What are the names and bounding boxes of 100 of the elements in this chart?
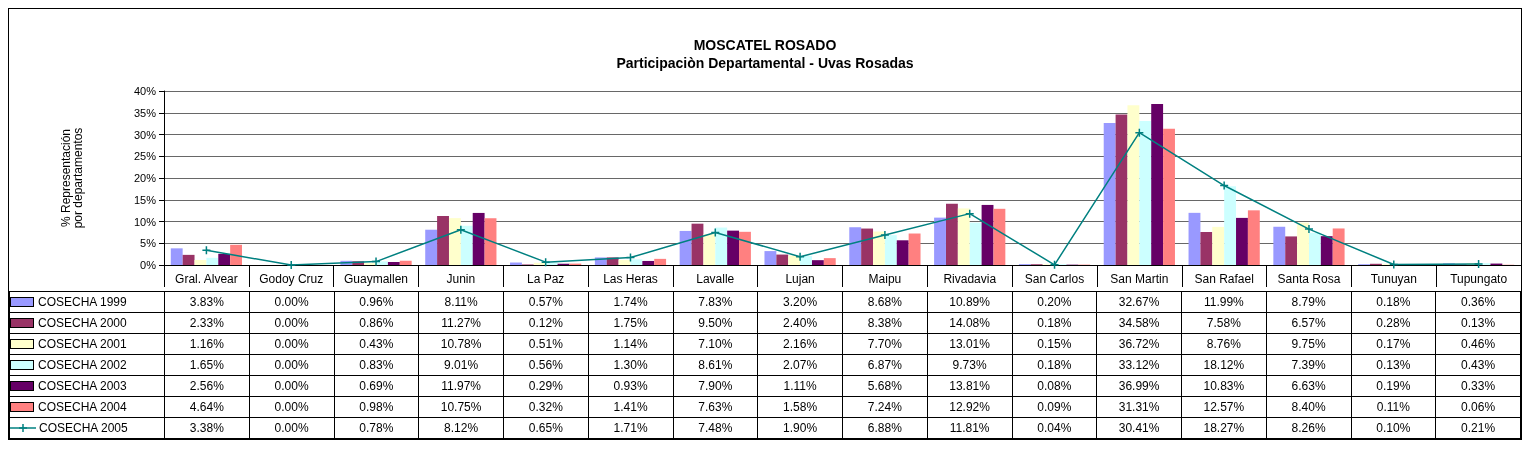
data-label: 0.78% xyxy=(334,417,419,439)
data-label: 30.41% xyxy=(1096,417,1182,439)
data-label: 0.98% xyxy=(334,396,419,418)
data-label: 8.12% xyxy=(418,417,504,439)
legend-label: COSECHA 2005 xyxy=(9,417,165,439)
data-label: 8.68% xyxy=(842,291,928,313)
data-label: 7.10% xyxy=(673,333,758,355)
data-label: 0.15% xyxy=(1012,333,1097,355)
data-label: 0.10% xyxy=(1351,417,1436,439)
x-tick-label: Gral. Alvear xyxy=(175,272,238,286)
data-label: 0.36% xyxy=(1435,291,1521,313)
data-label: 0.19% xyxy=(1351,375,1436,397)
data-label: 8.38% xyxy=(842,312,928,334)
data-label: 8.61% xyxy=(673,354,758,376)
data-label: 0.86% xyxy=(334,312,419,334)
x-tick-label: Tupungato xyxy=(1450,272,1508,286)
data-label: 9.50% xyxy=(673,312,758,334)
data-label: 2.40% xyxy=(757,312,843,334)
data-label: 0.56% xyxy=(503,354,589,376)
data-label: 0.13% xyxy=(1435,312,1521,334)
legend-label: COSECHA 2002 xyxy=(9,354,165,376)
data-label: 6.88% xyxy=(842,417,928,439)
x-tick-label: Junin xyxy=(446,272,476,286)
data-label: 0.96% xyxy=(334,291,419,313)
data-label: 0.43% xyxy=(334,333,419,355)
data-label: 5.68% xyxy=(842,375,928,397)
data-label: 12.57% xyxy=(1181,396,1267,418)
legend-label: COSECHA 2001 xyxy=(9,333,165,355)
data-label: 1.75% xyxy=(588,312,673,334)
data-label: 10.89% xyxy=(927,291,1012,313)
data-label: 0.29% xyxy=(503,375,589,397)
data-label: 4.64% xyxy=(164,396,250,418)
data-label: 9.73% xyxy=(927,354,1012,376)
y-tick-label: 15% xyxy=(133,193,157,206)
data-label: 3.83% xyxy=(164,291,250,313)
legend-label: COSECHA 2003 xyxy=(9,375,165,397)
data-label: 34.58% xyxy=(1096,312,1182,334)
data-label: 14.08% xyxy=(927,312,1012,334)
x-tick-label: San Martin xyxy=(1110,272,1169,286)
data-label: 0.08% xyxy=(1012,375,1097,397)
data-label: 0.04% xyxy=(1012,417,1097,439)
data-label: 36.72% xyxy=(1096,333,1182,355)
data-label: 11.81% xyxy=(927,417,1012,439)
data-label: 0.18% xyxy=(1351,291,1436,313)
data-label: 3.38% xyxy=(164,417,250,439)
y-tick-label: 10% xyxy=(133,215,157,228)
data-label: 8.26% xyxy=(1266,417,1351,439)
x-tick-label: Rivadavia xyxy=(943,272,997,286)
data-label: 1.30% xyxy=(588,354,673,376)
data-label: 6.87% xyxy=(842,354,928,376)
legend-label: COSECHA 2000 xyxy=(9,312,165,334)
data-label: 0.28% xyxy=(1351,312,1436,334)
data-label: 0.00% xyxy=(249,312,334,334)
data-label: 0.33% xyxy=(1435,375,1521,397)
y-tick-label: 30% xyxy=(133,128,157,141)
data-label: 0.20% xyxy=(1012,291,1097,313)
data-label: 0.51% xyxy=(503,333,589,355)
data-label: 0.11% xyxy=(1351,396,1436,418)
data-label: 8.40% xyxy=(1266,396,1351,418)
data-label: 0.32% xyxy=(503,396,589,418)
data-label: 0.09% xyxy=(1012,396,1097,418)
data-label: 7.24% xyxy=(842,396,928,418)
data-label: 1.58% xyxy=(757,396,843,418)
x-tick-label: La Paz xyxy=(526,272,565,286)
y-axis-title: % Representación por departamentos xyxy=(59,127,85,229)
data-label: 2.07% xyxy=(757,354,843,376)
data-label: 1.74% xyxy=(588,291,673,313)
data-label: 0.18% xyxy=(1012,312,1097,334)
data-label: 0.69% xyxy=(334,375,419,397)
data-label: 0.83% xyxy=(334,354,419,376)
data-label: 9.01% xyxy=(418,354,504,376)
data-label: 0.65% xyxy=(503,417,589,439)
data-label: 8.79% xyxy=(1266,291,1351,313)
data-label: 6.63% xyxy=(1266,375,1351,397)
data-label: 1.11% xyxy=(757,375,843,397)
chart-title: MOSCATEL ROSADO xyxy=(693,37,837,53)
data-label: 7.83% xyxy=(673,291,758,313)
data-label: 8.76% xyxy=(1181,333,1267,355)
y-tick-label: 0% xyxy=(140,259,157,271)
x-tick-label: San Carlos xyxy=(1024,272,1085,286)
data-label: 7.48% xyxy=(673,417,758,439)
data-label: 32.67% xyxy=(1096,291,1182,313)
x-tick-label: Lujan xyxy=(785,272,815,286)
data-label: 10.78% xyxy=(418,333,504,355)
y-tick-label: 35% xyxy=(133,106,157,119)
data-label: 0.18% xyxy=(1012,354,1097,376)
data-label: 7.70% xyxy=(842,333,928,355)
y-tick-label: 20% xyxy=(133,172,157,184)
data-label: 0.13% xyxy=(1351,354,1436,376)
data-label: 0.21% xyxy=(1435,417,1521,439)
x-tick-label: Godoy Cruz xyxy=(259,272,324,286)
data-label: 11.97% xyxy=(418,375,504,397)
data-label: 18.27% xyxy=(1181,417,1267,439)
x-tick-label: Guaymallen xyxy=(344,272,409,286)
data-label: 6.57% xyxy=(1266,312,1351,334)
data-label: 7.39% xyxy=(1266,354,1351,376)
data-label: 9.75% xyxy=(1266,333,1351,355)
data-label: 7.63% xyxy=(673,396,758,418)
y-tick-label: 25% xyxy=(133,150,157,163)
x-tick-label: Tunuyan xyxy=(1370,272,1417,286)
